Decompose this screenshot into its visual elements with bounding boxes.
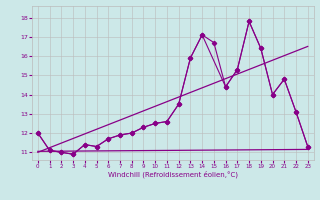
X-axis label: Windchill (Refroidissement éolien,°C): Windchill (Refroidissement éolien,°C) (108, 171, 238, 178)
